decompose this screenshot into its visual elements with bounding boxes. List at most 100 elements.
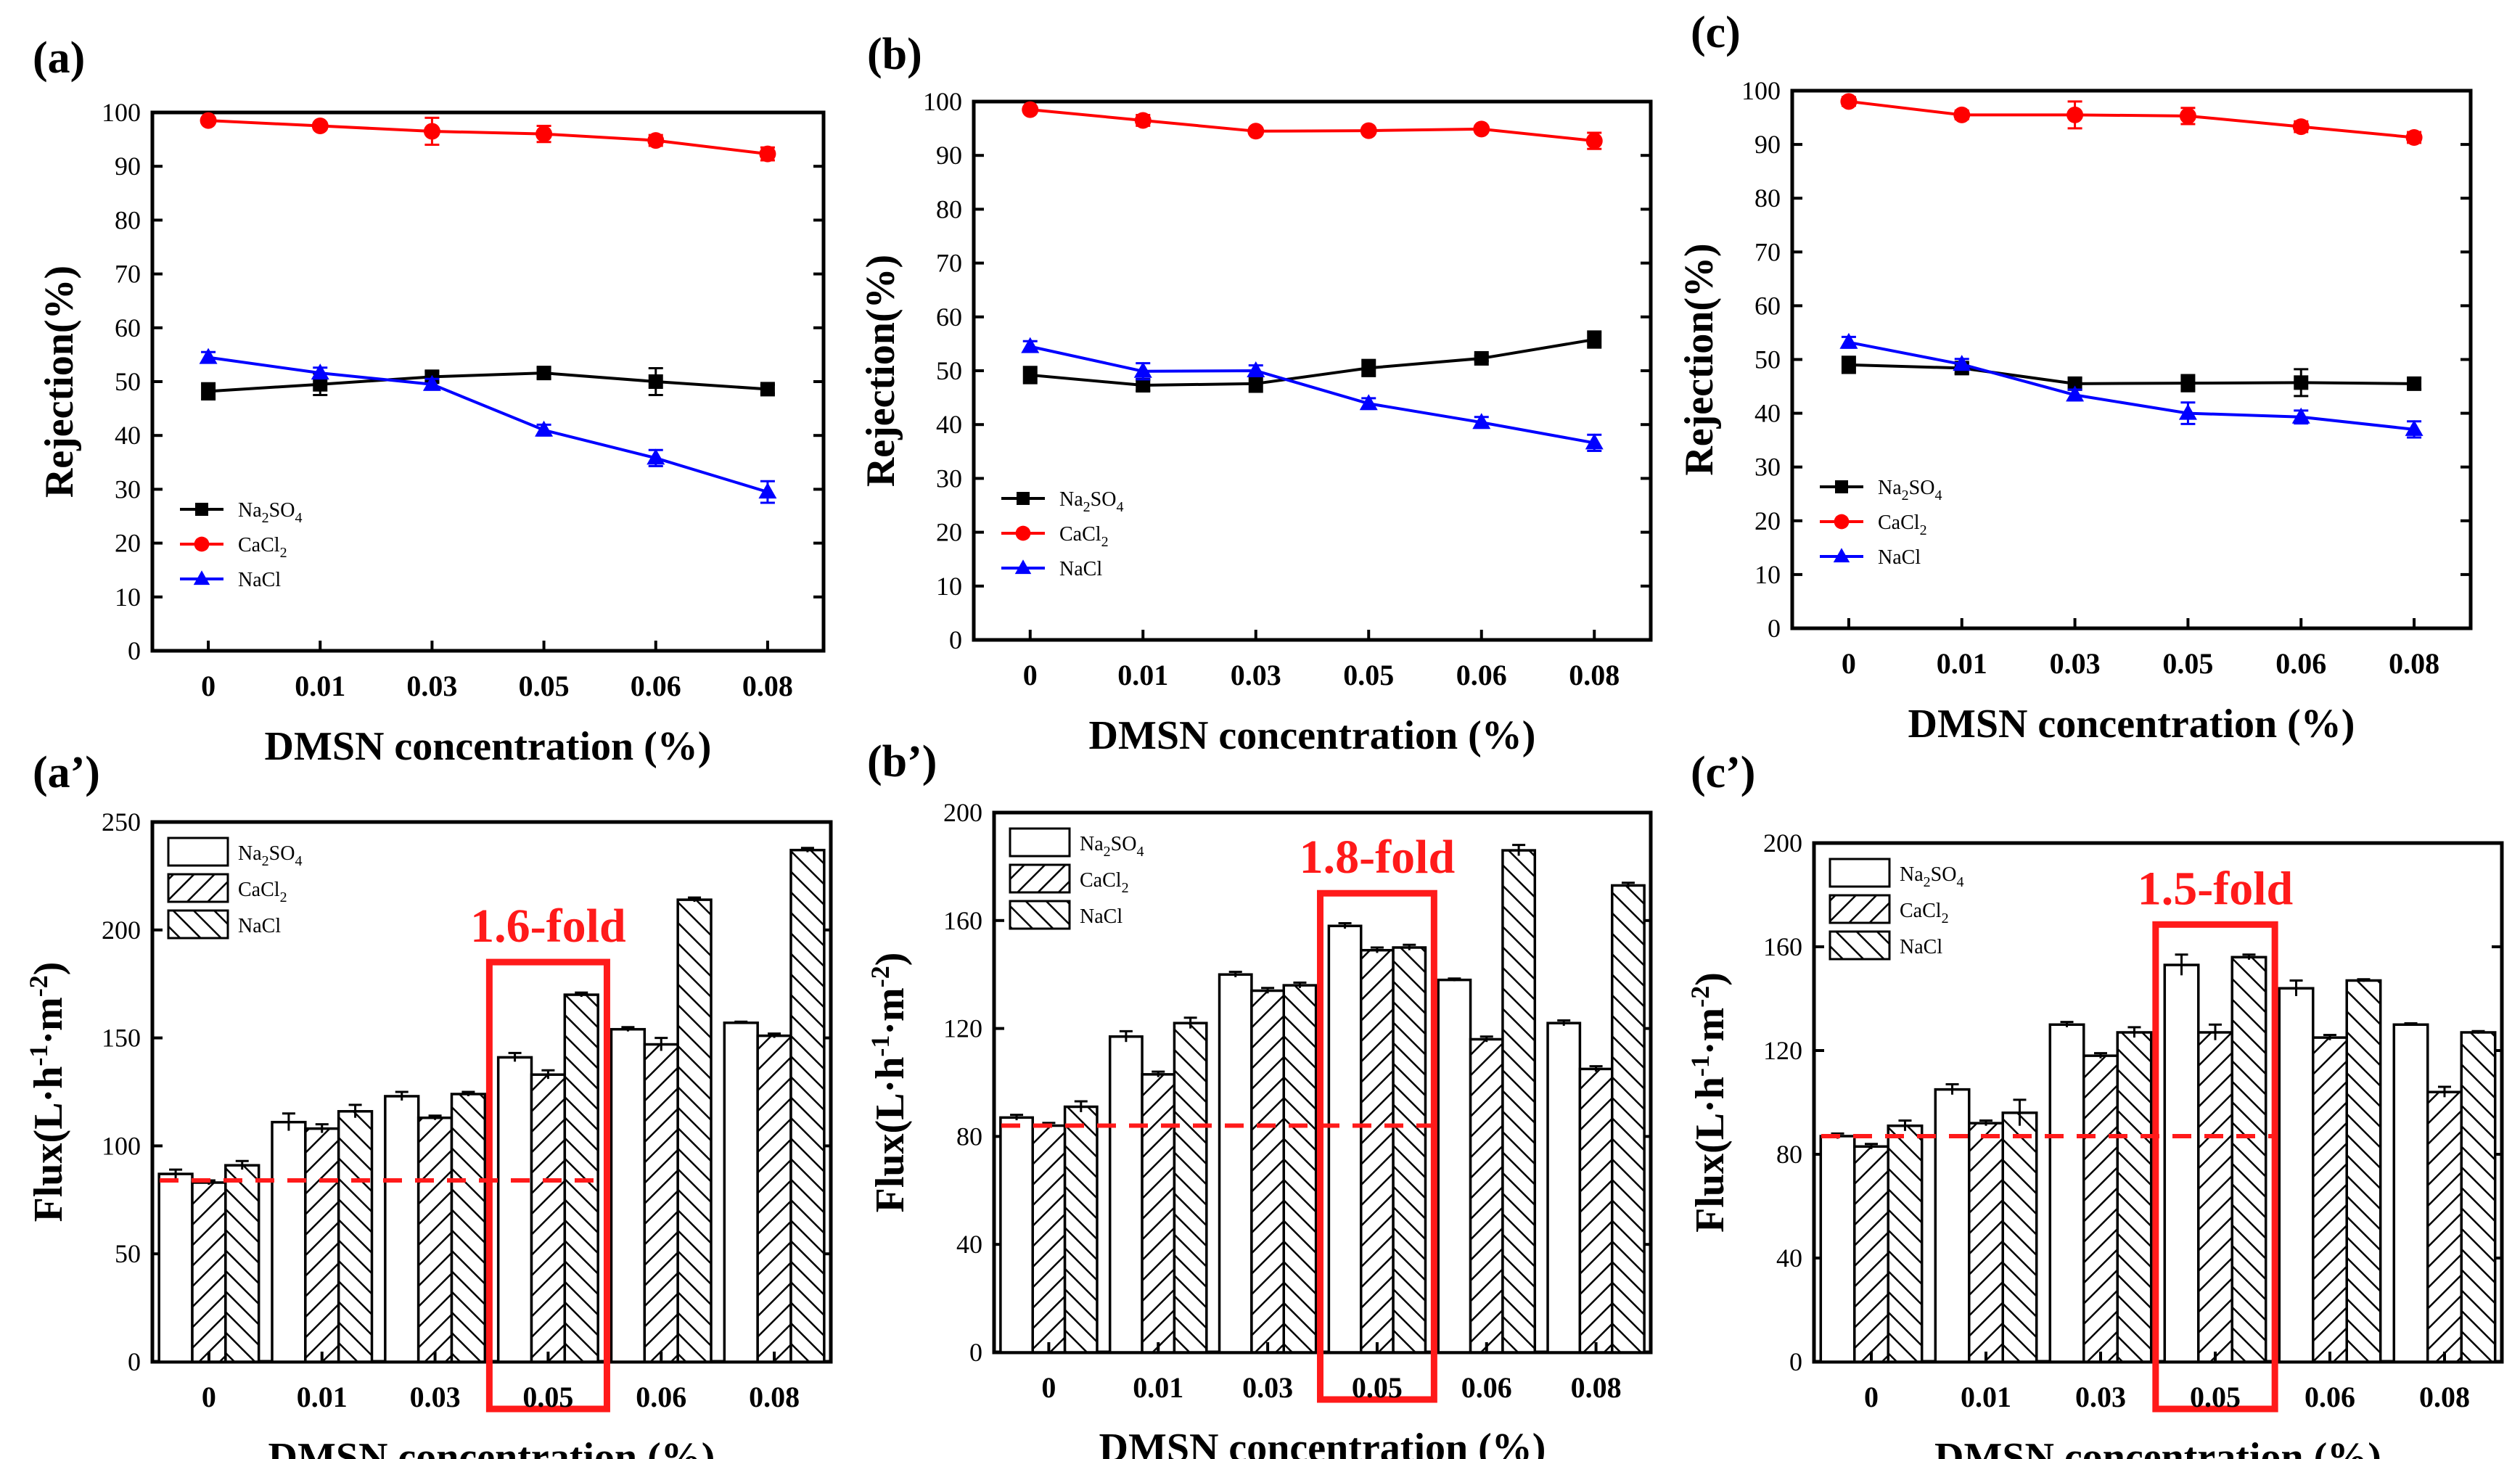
panel-label: (a) (33, 33, 85, 83)
bar-Na2SO4 (610, 1027, 647, 1363)
legend-swatch (1829, 894, 1891, 924)
data-point-triangle (1585, 433, 1604, 450)
bar-CaCl2 (643, 1043, 679, 1363)
y-tick-label: 200 (102, 916, 141, 945)
x-tick-label: 0.01 (1117, 659, 1168, 691)
flux-chart-5: (c’) 0 40 80 120 160 200 1.5-fold Na2SO4 CaCl2 NaC… (1686, 748, 2504, 1459)
x-tick-label: 0 (202, 1381, 216, 1413)
y-axis-title: Flux(L·h-1·m-2) (866, 953, 913, 1213)
bar-CaCl2 (1469, 1037, 1504, 1354)
x-tick-label: 0.06 (1456, 659, 1507, 691)
flux-chart-3: (a’) 0 50 100 150 200 250 1.6-fold Na2SO4 CaCl2 Na… (24, 748, 833, 1459)
bar-Na2SO4 (1437, 978, 1472, 1354)
data-point-square (2180, 376, 2196, 391)
legend-label: CaCl2 (1900, 900, 1949, 926)
bar-NaCl (2460, 1031, 2497, 1363)
legend-label: CaCl2 (238, 534, 287, 561)
legend-label: Na2SO4 (1059, 488, 1123, 515)
x-tick-label: 0.03 (2075, 1381, 2126, 1413)
y-tick-label: 40 (1754, 399, 1781, 428)
data-point-triangle (1472, 413, 1491, 430)
fold-annotation: 1.8-fold (1300, 831, 1456, 884)
legend-swatch (167, 837, 229, 867)
x-tick-label: 0.05 (1343, 659, 1394, 691)
data-point-circle (200, 112, 217, 129)
y-tick-label: 20 (936, 518, 962, 547)
bar-CaCl2 (2197, 1031, 2233, 1363)
x-tick-label: 0 (1041, 1371, 1056, 1404)
legend-swatch (1009, 863, 1071, 894)
y-axis-title: Rejection(%) (858, 255, 903, 487)
bar-Na2SO4 (271, 1120, 307, 1363)
data-point-circle (194, 536, 210, 552)
data-point-circle (1360, 122, 1377, 139)
series-line-NaCl (208, 355, 768, 494)
data-point-square (1474, 350, 1489, 366)
legend-label: NaCl (1059, 558, 1102, 580)
x-tick-label: 0.06 (2275, 647, 2326, 680)
bar-CaCl2 (2426, 1090, 2463, 1363)
series-line-CaCl2 (1848, 99, 2415, 139)
data-point-square (1587, 332, 1602, 347)
y-tick-label: 100 (102, 1131, 141, 1160)
legend-swatch (167, 909, 229, 940)
data-point-circle (1840, 93, 1858, 110)
x-axis-title: DMSN concentration (%) (1908, 702, 2355, 747)
data-point-triangle (1133, 361, 1152, 378)
legend-label: NaCl (238, 915, 281, 937)
bar-NaCl (337, 1110, 374, 1363)
data-point-square (313, 377, 328, 392)
series-line-Na2SO4 (1030, 337, 1595, 387)
bar-CaCl2 (1250, 989, 1286, 1354)
y-tick-label: 120 (1763, 1036, 1802, 1065)
data-point-square (1017, 492, 1030, 505)
fold-annotation: 1.5-fold (2138, 862, 2294, 915)
y-tick-label: 30 (1754, 453, 1781, 482)
legend-label: NaCl (1080, 905, 1122, 928)
data-point-circle (535, 126, 553, 143)
series-line-NaCl (1848, 340, 2415, 431)
data-point-circle (1953, 106, 1971, 123)
y-axis-title: Flux(L·h-1·m-2) (24, 962, 71, 1222)
y-tick-label: 70 (115, 260, 141, 289)
y-tick-label: 70 (1754, 237, 1781, 266)
legend-swatch (1009, 900, 1071, 930)
data-point-square (2067, 376, 2082, 391)
y-tick-label: 60 (936, 303, 962, 332)
y-tick-label: 150 (102, 1024, 141, 1053)
fold-annotation: 1.6-fold (470, 900, 626, 953)
y-tick-label: 0 (1789, 1347, 1802, 1376)
bar-NaCl (1063, 1105, 1099, 1354)
y-tick-label: 80 (956, 1122, 982, 1151)
data-point-circle (2405, 128, 2423, 146)
y-tick-label: 100 (102, 98, 141, 127)
x-tick-label: 0.03 (410, 1381, 461, 1413)
y-tick-label: 50 (115, 1239, 141, 1268)
x-tick-label: 0.06 (2304, 1381, 2355, 1413)
x-tick-label: 0.05 (2162, 647, 2213, 680)
y-tick-label: 0 (128, 1347, 141, 1376)
y-tick-label: 30 (936, 464, 962, 493)
panel-label: (b’) (867, 737, 937, 786)
bar-NaCl (1392, 946, 1427, 1354)
data-point-triangle (1953, 355, 1971, 371)
bar-CaCl2 (1578, 1067, 1614, 1354)
y-tick-label: 40 (115, 421, 141, 450)
y-tick-label: 120 (943, 1014, 982, 1043)
x-tick-label: 0.01 (1133, 1371, 1183, 1404)
panel-label: (a’) (33, 748, 100, 797)
y-axis-title: Rejection(%) (37, 266, 82, 498)
bar-NaCl (450, 1093, 487, 1363)
x-tick-label: 0 (1842, 647, 1856, 680)
bar-NaCl (676, 898, 713, 1363)
y-tick-label: 0 (969, 1338, 982, 1367)
x-tick-label: 0.08 (749, 1381, 800, 1413)
x-tick-label: 0.08 (1569, 659, 1620, 691)
data-point-square (648, 374, 663, 389)
series-line-CaCl2 (208, 119, 768, 156)
data-point-square (760, 382, 775, 397)
data-point-triangle (1833, 548, 1850, 563)
y-tick-label: 100 (923, 87, 962, 116)
bar-Na2SO4 (496, 1056, 533, 1363)
